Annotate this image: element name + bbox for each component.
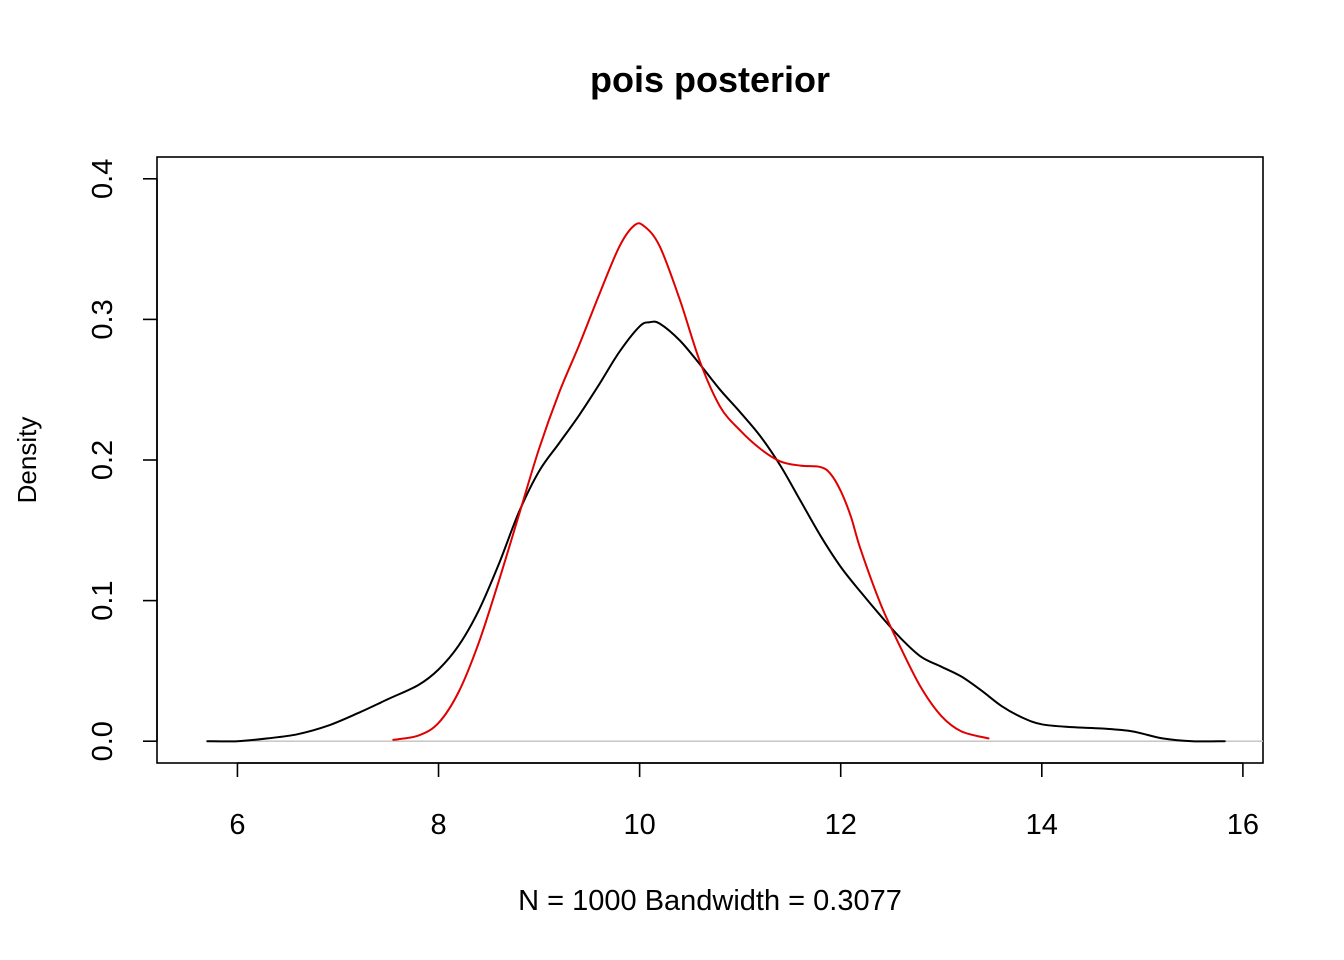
density-line-red	[392, 222, 990, 741]
y-tick-label: 0.2	[87, 440, 119, 480]
x-tick-label: 16	[1227, 809, 1259, 841]
x-tick-label: 12	[825, 809, 857, 841]
x-tick-label: 14	[1026, 809, 1058, 841]
y-tick-label: 0.3	[87, 299, 119, 339]
y-axis-label: Density	[12, 417, 42, 504]
chart-title: pois posterior	[590, 59, 830, 100]
y-tick-label: 0.1	[87, 580, 119, 620]
x-tick-label: 8	[430, 809, 446, 841]
plot-frame	[156, 156, 1264, 764]
plot-area: 6 8 10 12 14 16 0.0 0.1 0.2 0.3 0.4	[87, 156, 1264, 841]
density-line-black	[206, 320, 1226, 743]
x-axis-label: N = 1000 Bandwidth = 0.3077	[518, 885, 902, 917]
y-tick-label: 0.0	[87, 721, 119, 761]
x-tick-label: 10	[623, 809, 655, 841]
x-tick-label: 6	[229, 809, 245, 841]
y-tick-label: 0.4	[87, 159, 119, 199]
